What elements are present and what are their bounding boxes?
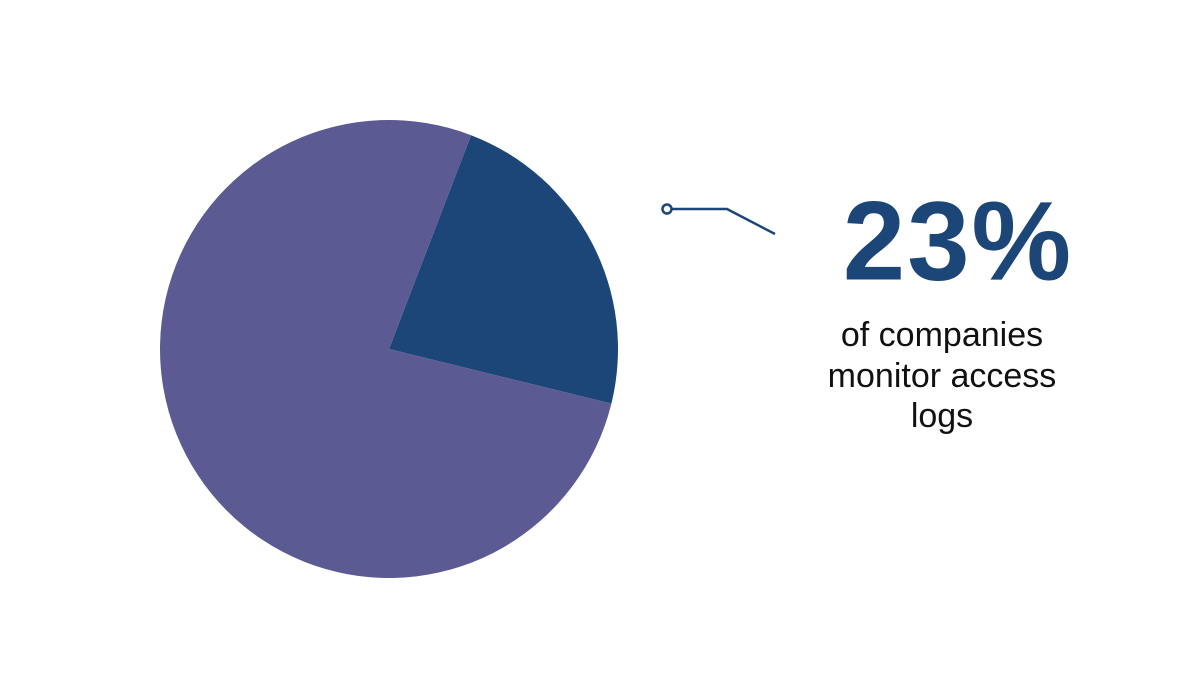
annotation-line: of companies <box>841 316 1043 354</box>
connector-dot <box>661 203 673 215</box>
pie-slice <box>160 119 612 578</box>
pie <box>160 119 618 578</box>
annotation-line: logs <box>911 397 973 435</box>
annotation-line: monitor access <box>828 357 1057 395</box>
connector-line <box>672 207 776 236</box>
value-label: 23% <box>843 179 1073 304</box>
pie-slice <box>389 135 618 404</box>
